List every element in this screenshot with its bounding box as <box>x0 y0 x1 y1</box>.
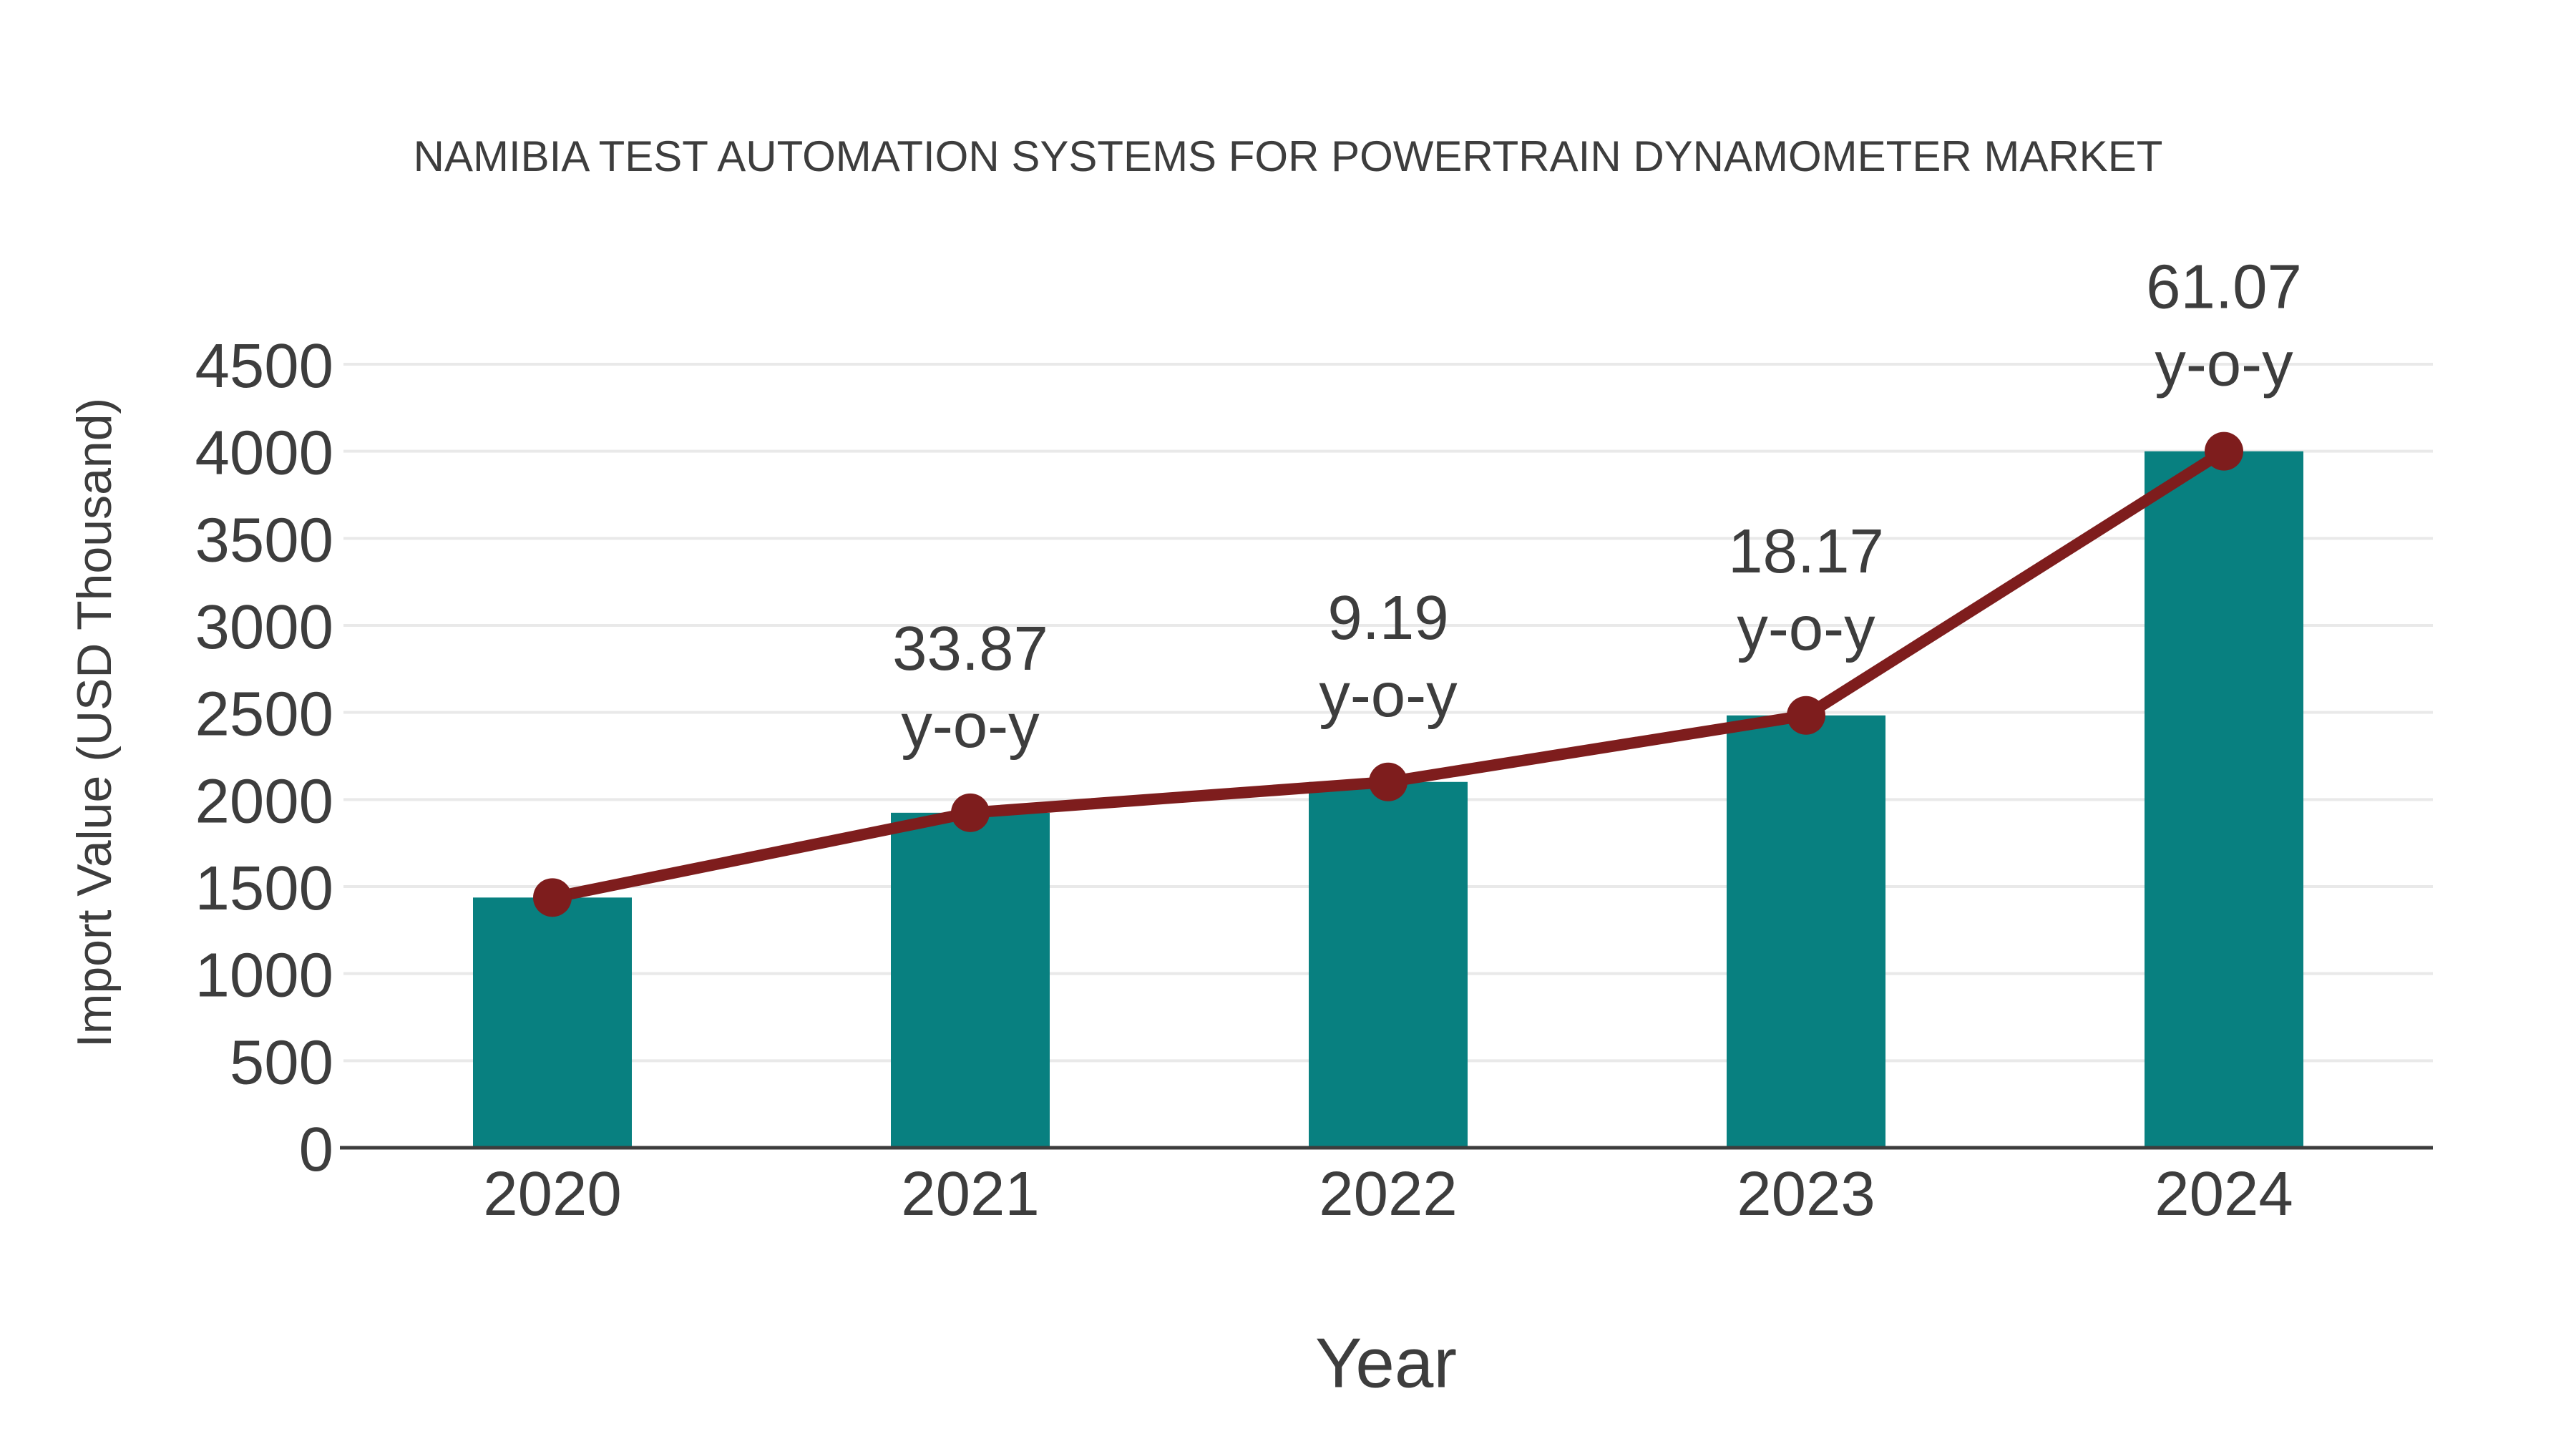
yoy-annotation-suffix: y-o-y <box>1319 660 1458 730</box>
yoy-annotation-value: 18.17 <box>1728 517 1884 586</box>
y-tick-label: 2000 <box>195 766 333 836</box>
bar <box>1727 715 1885 1148</box>
y-tick-label: 2500 <box>195 680 333 749</box>
y-tick-label: 0 <box>299 1115 333 1184</box>
yoy-annotation-suffix: y-o-y <box>2155 330 2293 399</box>
data-point-marker <box>2205 431 2243 471</box>
x-tick-label: 2024 <box>2155 1159 2293 1229</box>
y-axis-title: Import Value (USD Thousand) <box>67 397 122 1048</box>
yoy-annotation-value: 33.87 <box>892 614 1048 683</box>
x-tick-label: 2020 <box>483 1159 622 1229</box>
yoy-annotation-suffix: y-o-y <box>901 691 1040 761</box>
x-axis-title: Year <box>1314 1323 1458 1402</box>
bar <box>473 897 632 1148</box>
yoy-annotation-value: 61.07 <box>2146 253 2302 322</box>
y-tick-label: 500 <box>230 1028 333 1097</box>
y-tick-label: 3500 <box>195 505 333 575</box>
yoy-annotation-suffix: y-o-y <box>1737 594 1875 663</box>
x-tick-label: 2021 <box>901 1159 1040 1229</box>
y-tick-label: 4500 <box>195 331 333 401</box>
bar <box>891 812 1050 1148</box>
data-point-marker <box>1787 696 1825 735</box>
bar <box>1309 781 1468 1148</box>
data-point-marker <box>951 793 990 832</box>
yoy-annotation-value: 9.19 <box>1327 583 1448 653</box>
data-point-marker <box>1369 762 1407 801</box>
y-tick-label: 4000 <box>195 419 333 488</box>
data-point-marker <box>533 878 572 917</box>
chart-title: NAMIBIA TEST AUTOMATION SYSTEMS FOR POWE… <box>413 132 2163 180</box>
x-tick-label: 2023 <box>1737 1159 1875 1229</box>
y-tick-label: 1000 <box>195 941 333 1010</box>
bar <box>2145 451 2303 1148</box>
x-tick-label: 2022 <box>1319 1159 1458 1229</box>
y-tick-label: 3000 <box>195 592 333 662</box>
y-tick-label: 1500 <box>195 854 333 923</box>
